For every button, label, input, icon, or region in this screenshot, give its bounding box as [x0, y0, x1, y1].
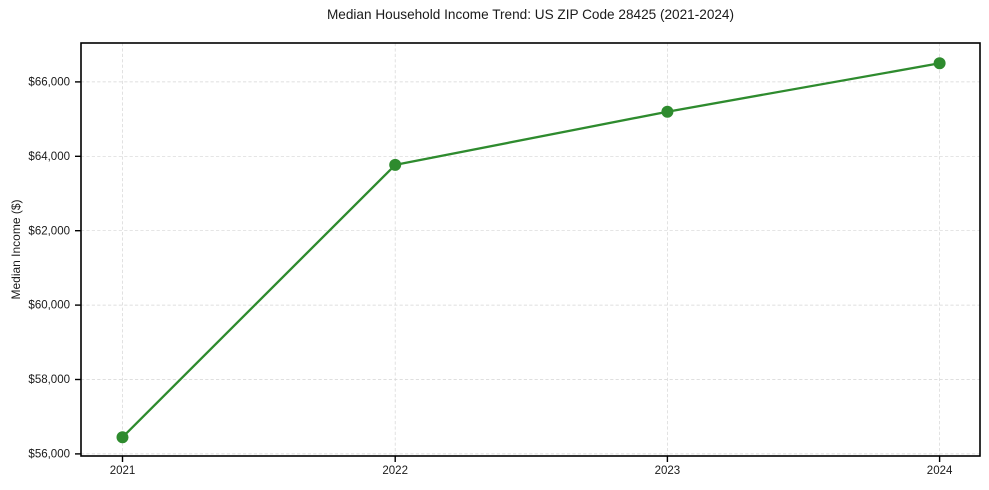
svg-text:2022: 2022	[382, 465, 408, 477]
svg-text:$66,000: $66,000	[28, 77, 70, 89]
svg-text:$62,000: $62,000	[28, 225, 70, 237]
svg-text:2021: 2021	[110, 465, 136, 477]
svg-text:Median Income ($): Median Income ($)	[9, 199, 23, 299]
svg-text:$56,000: $56,000	[28, 449, 70, 461]
svg-text:2023: 2023	[655, 465, 681, 477]
svg-text:$64,000: $64,000	[28, 151, 70, 163]
svg-text:$58,000: $58,000	[28, 374, 70, 386]
svg-text:$60,000: $60,000	[28, 300, 70, 312]
svg-text:2024: 2024	[927, 465, 953, 477]
